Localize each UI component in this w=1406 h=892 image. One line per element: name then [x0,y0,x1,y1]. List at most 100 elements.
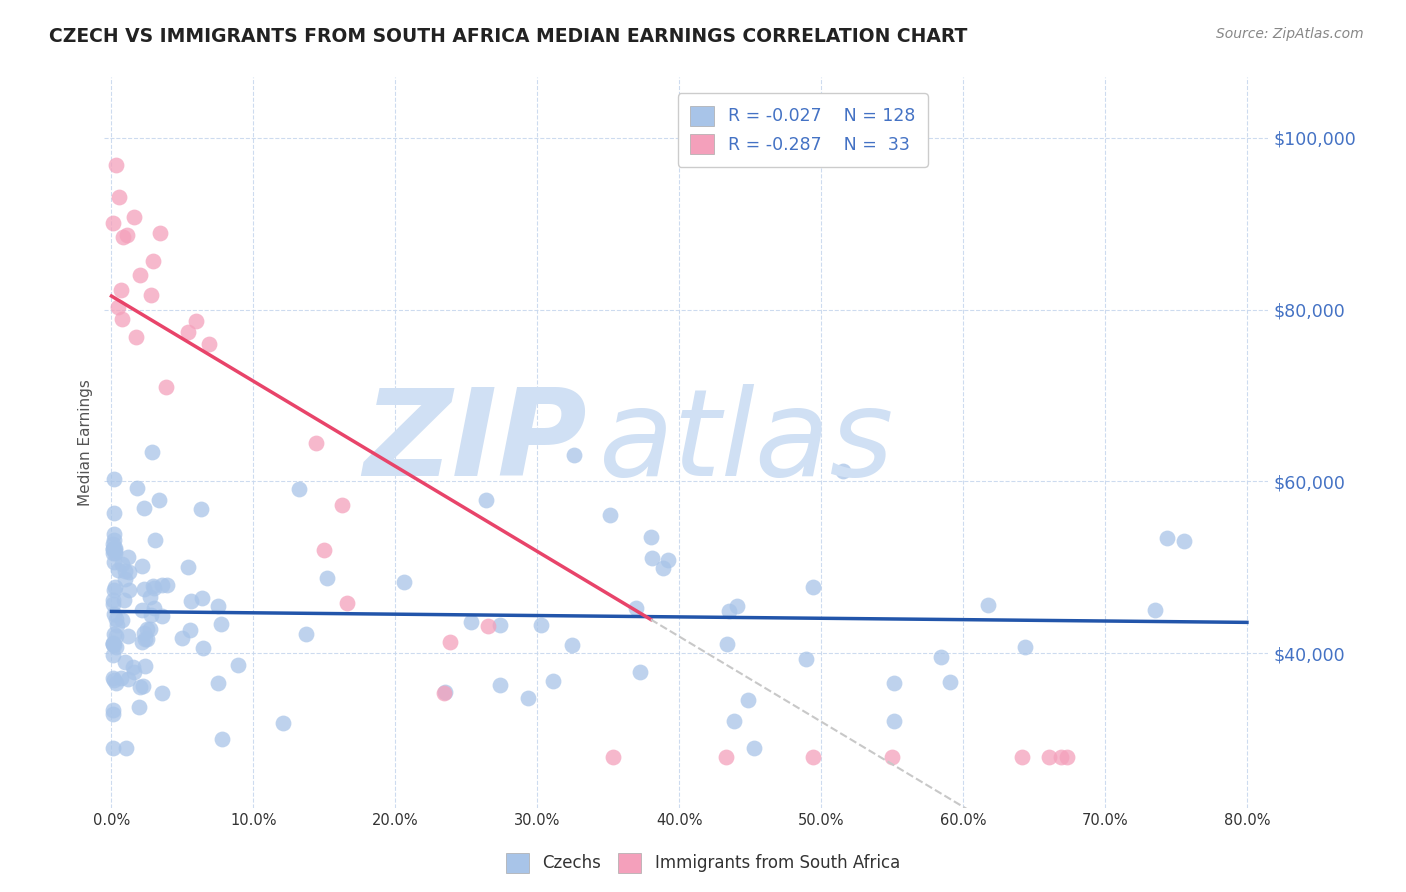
Point [101,597,124,611]
Point [139,622,162,636]
Point [101,216,124,230]
Point [128,680,150,694]
Point [143,581,166,595]
Point [207,599,229,614]
Point [104,158,127,172]
Point [141,445,163,459]
Point [104,581,127,595]
Point [139,590,162,604]
Point [305,436,328,450]
Point [929,649,952,664]
Point [101,706,124,721]
Point [716,749,738,764]
Point [103,527,125,541]
Point [108,190,131,204]
Point [1173,533,1195,548]
Point [640,551,662,566]
Point [562,448,585,462]
Point [143,601,166,615]
Point [132,501,155,516]
Point [177,560,200,574]
Point [104,546,127,560]
Point [439,635,461,649]
Point [134,625,156,640]
Point [725,599,748,614]
Point [111,613,134,627]
Point [104,612,127,626]
Point [180,593,202,607]
Point [1038,749,1060,764]
Point [801,749,824,764]
Point [131,680,153,694]
Point [211,732,233,747]
Point [115,740,138,755]
Point [101,537,124,551]
Point [117,550,139,565]
Point [101,648,124,663]
Point [101,542,124,557]
Point [287,482,309,496]
Point [477,619,499,633]
Point [103,637,125,651]
Point [433,685,456,699]
Point [742,740,765,755]
Point [110,671,132,685]
Point [122,660,145,674]
Y-axis label: Median Earnings: Median Earnings [79,379,93,506]
Point [103,555,125,569]
Point [115,228,138,243]
Point [101,740,124,755]
Point [628,665,651,680]
Point [1014,640,1036,655]
Point [135,622,157,636]
Point [101,636,124,650]
Point [718,603,741,617]
Point [198,336,221,351]
Point [723,714,745,728]
Point [392,574,415,589]
Point [316,572,339,586]
Point [118,565,141,579]
Point [602,749,624,764]
Point [716,637,738,651]
Point [624,601,647,615]
Point [880,749,903,764]
Point [737,693,759,707]
Point [103,506,125,520]
Point [103,582,125,597]
Point [152,686,174,700]
Point [141,607,163,622]
Point [294,626,316,640]
Point [977,598,1000,612]
Legend: R = -0.027    N = 128, R = -0.287    N =  33: R = -0.027 N = 128, R = -0.287 N = 33 [678,94,928,167]
Point [433,685,456,699]
Point [101,671,124,685]
Point [207,675,229,690]
Point [117,629,139,643]
Point [101,637,124,651]
Point [271,715,294,730]
Point [152,608,174,623]
Point [143,533,166,548]
Point [801,580,824,594]
Point [543,673,565,688]
Point [103,593,125,607]
Point [599,508,621,523]
Point [938,674,960,689]
Point [125,481,148,495]
Point [112,592,135,607]
Point [561,638,583,652]
Point [105,640,128,655]
Point [128,268,150,283]
Point [104,675,127,690]
Point [118,582,141,597]
Point [475,493,498,508]
Point [883,714,905,728]
Point [651,561,673,575]
Point [131,558,153,573]
Point [191,640,214,655]
Legend: Czechs, Immigrants from South Africa: Czechs, Immigrants from South Africa [499,847,907,880]
Point [150,578,173,592]
Point [128,699,150,714]
Point [131,635,153,649]
